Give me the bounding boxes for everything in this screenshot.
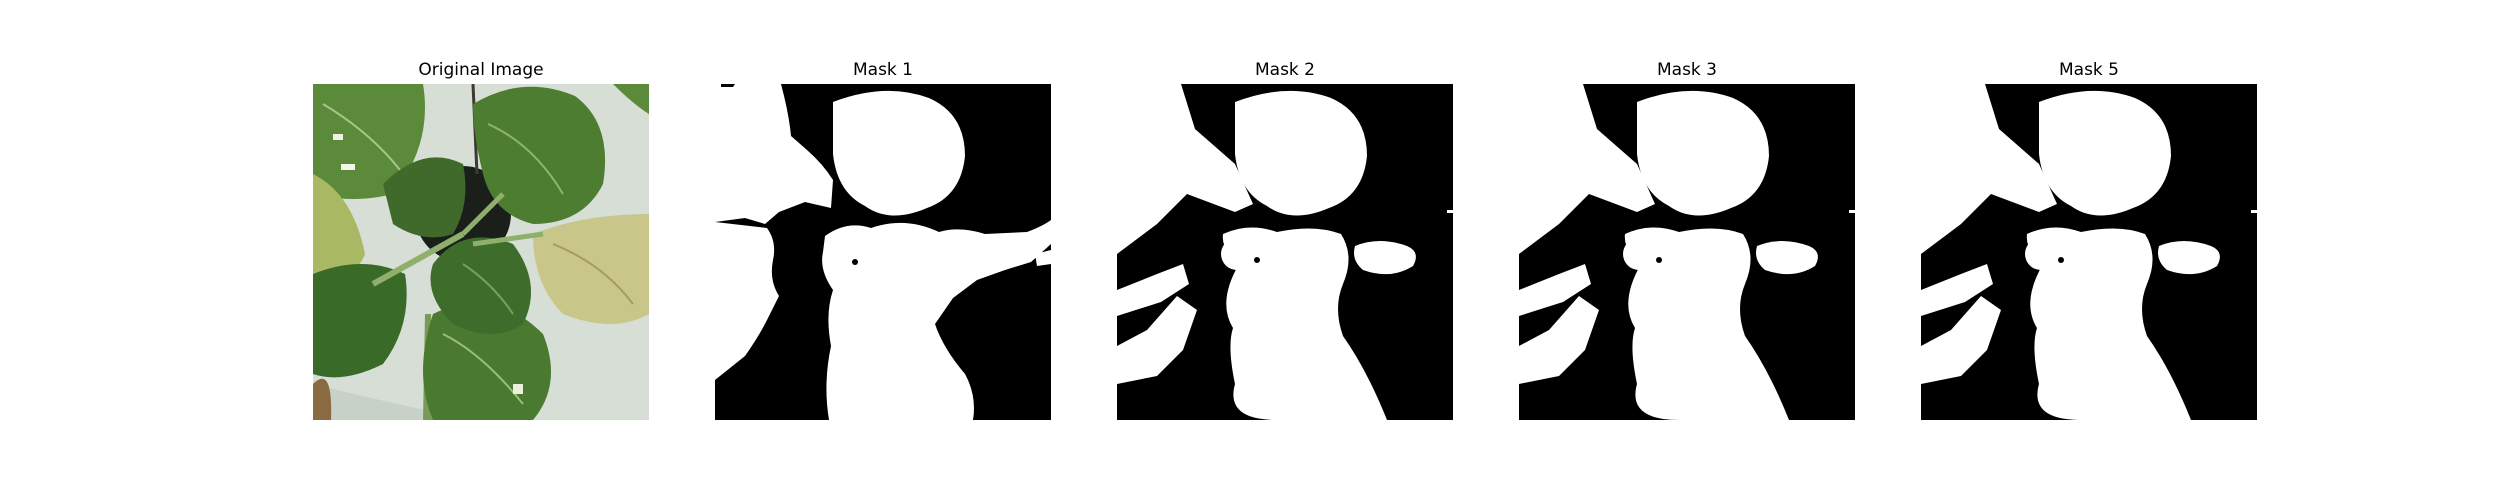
mask-1-image — [715, 84, 1051, 420]
original-plant-photo — [313, 84, 649, 420]
panel-title: Original Image — [418, 60, 544, 80]
panel-title: Mask 1 — [852, 60, 913, 80]
mask-5-image — [1921, 84, 2257, 420]
panel-mask-1: Mask 1 — [715, 0, 1051, 500]
panel-title: Mask 3 — [1656, 60, 1717, 80]
panel-title: Mask 5 — [2058, 60, 2119, 80]
panel-mask-2: Mask 2 — [1117, 0, 1453, 500]
panel-original: Original Image — [313, 0, 649, 500]
mask-2-image — [1117, 84, 1453, 420]
panel-mask-3: Mask 3 — [1519, 0, 1855, 500]
panel-title: Mask 2 — [1254, 60, 1315, 80]
panel-mask-5: Mask 5 — [1921, 0, 2257, 500]
mask-3-image — [1519, 84, 1855, 420]
